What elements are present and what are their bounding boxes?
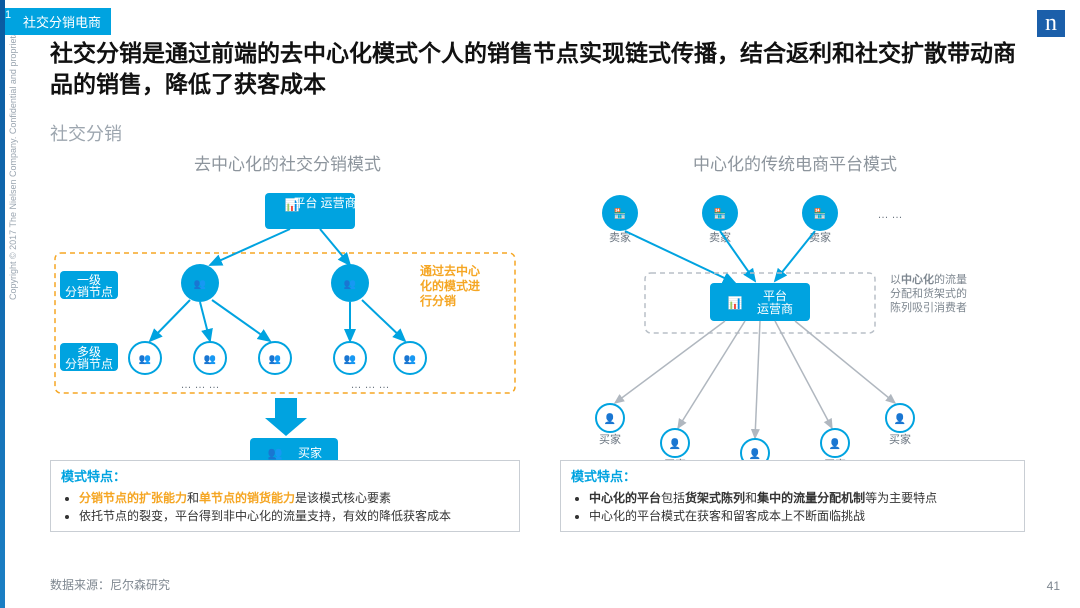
feature-item: 分销节点的扩张能力和单节点的销货能力是该模式核心要素 — [79, 489, 509, 507]
svg-text:👥: 👥 — [344, 354, 356, 365]
svg-text:👤: 👤 — [829, 437, 841, 450]
feature-item: 中心化的平台包括货架式陈列和集中的流量分配机制等为主要特点 — [589, 489, 1014, 507]
section-tab: 社交分销电商 — [5, 8, 111, 35]
right-col-title: 中心化的传统电商平台模式 — [560, 150, 1030, 175]
chart-icon: 📊 — [728, 296, 743, 310]
l2-node: 👥 — [259, 342, 291, 374]
arrow — [615, 321, 725, 403]
hl: 单节点的销货能力 — [199, 491, 295, 505]
svg-text:👥: 👥 — [404, 354, 416, 365]
buyer-label: 买家 — [298, 445, 322, 460]
copyright: Copyright © 2017 The Nielsen Company. Co… — [8, 22, 18, 300]
slide-subtitle: 社交分销 — [50, 120, 122, 146]
right-feature-box: 模式特点： 中心化的平台包括货架式陈列和集中的流量分配机制等为主要特点 中心化的… — [560, 460, 1025, 532]
page-number: 41 — [1047, 579, 1060, 593]
svg-text:👥: 👥 — [204, 354, 216, 365]
big-arrow-down — [265, 398, 307, 436]
seller-node: 🏪卖家 — [702, 195, 738, 244]
left-svg: 📊 平台 运营商 👥 👥 👥 👥 👥 👥 👥 一级分销节点 多级分销节点 通过去… — [50, 183, 525, 468]
arrow — [200, 302, 210, 341]
gray-note: 以中心化的流量分配和货架式的陈列吸引消费者 — [890, 272, 967, 314]
arrow — [678, 321, 745, 428]
diagram-area: 去中心化的社交分销模式 📊 平台 运营商 👥 👥 👥 👥 👥 👥 👥 一级分销节… — [50, 150, 1030, 500]
feature-item: 依托节点的裂变，平台得到非中心化的流量支持，有效的降低获客成本 — [79, 507, 509, 525]
arrow — [150, 300, 190, 341]
left-diagram: 📊 平台 运营商 👥 👥 👥 👥 👥 👥 👥 一级分销节点 多级分销节点 通过去… — [50, 183, 525, 468]
hl: 分销节点的扩张能力 — [79, 491, 187, 505]
svg-text:买家: 买家 — [599, 432, 621, 446]
l2-node: 👥 — [334, 342, 366, 374]
buyer-node: 👤 买家 — [596, 404, 624, 446]
svg-text:👤: 👤 — [749, 447, 761, 460]
buyer-node: 👤 买家 — [886, 404, 914, 446]
arrow — [755, 321, 760, 438]
arrow — [210, 229, 290, 265]
slide-title: 社交分销是通过前端的去中心化模式个人的销售节点实现链式传播，结合返利和社交扩散带… — [50, 38, 1020, 100]
svg-text:卖家: 卖家 — [809, 230, 831, 244]
svg-text:👤: 👤 — [894, 412, 906, 425]
svg-text:🏪: 🏪 — [714, 207, 726, 220]
data-source: 数据来源：尼尔森研究 — [50, 576, 170, 593]
seller-node: 🏪卖家 — [602, 195, 638, 244]
people-icon: 👥 — [268, 446, 283, 460]
svg-text:👥: 👥 — [269, 354, 281, 365]
ellipsis: … … — [877, 209, 902, 221]
slide: Copyright © 2017 The Nielsen Company. Co… — [0, 0, 1080, 608]
feature-title: 模式特点： — [61, 467, 509, 487]
left-column: 去中心化的社交分销模式 📊 平台 运营商 👥 👥 👥 👥 👥 👥 👥 一级分销节… — [50, 150, 525, 468]
l1-node: 👥 — [181, 264, 219, 302]
ellipsis: … … … — [180, 379, 219, 391]
svg-text:🏪: 🏪 — [614, 207, 626, 220]
svg-text:🏪: 🏪 — [814, 207, 826, 220]
l2-node: 👥 — [129, 342, 161, 374]
svg-text:👥: 👥 — [139, 354, 151, 365]
arrow — [362, 300, 405, 341]
l2-node: 👥 — [194, 342, 226, 374]
feature-title: 模式特点： — [571, 467, 1014, 487]
left-col-title: 去中心化的社交分销模式 — [50, 150, 525, 175]
section-tab-num: 1 — [5, 9, 11, 21]
l1-node: 👥 — [331, 264, 369, 302]
feature-item: 中心化的平台模式在获客和留客成本上不断面临挑战 — [589, 507, 1014, 525]
platform-label: 平台 运营商 — [293, 195, 356, 210]
arrow — [212, 300, 270, 341]
side-stripe — [0, 0, 5, 608]
l2-node: 👥 — [394, 342, 426, 374]
left-feature-box: 模式特点： 分销节点的扩张能力和单节点的销货能力是该模式核心要素 依托节点的裂变… — [50, 460, 520, 532]
svg-text:👥: 👥 — [194, 279, 206, 290]
svg-text:买家: 买家 — [889, 432, 911, 446]
seller-node: 🏪 卖家 — [802, 195, 838, 244]
svg-text:👤: 👤 — [669, 437, 681, 450]
arrow — [775, 321, 832, 428]
svg-text:👤: 👤 — [604, 412, 616, 425]
orange-note: 通过去中心化的模式进行分销 — [419, 263, 480, 308]
right-svg: 🏪卖家 🏪卖家 🏪卖家 … … 📊 平台运营商 以中心化的流量分配和货架式的陈列… — [560, 183, 1030, 473]
nielsen-logo: n — [1037, 10, 1065, 37]
ellipsis: … … … — [350, 379, 389, 391]
svg-text:👥: 👥 — [344, 279, 356, 290]
right-diagram: 🏪卖家 🏪卖家 🏪卖家 … … 📊 平台运营商 以中心化的流量分配和货架式的陈列… — [560, 183, 1030, 468]
arrow — [320, 229, 350, 265]
right-column: 中心化的传统电商平台模式 🏪卖家 🏪卖家 🏪卖家 … … 📊 平台运营商 以中心… — [560, 150, 1030, 468]
